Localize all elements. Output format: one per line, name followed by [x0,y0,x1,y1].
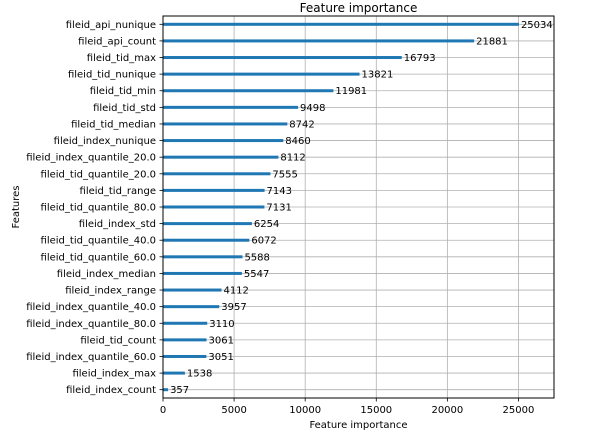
bar [163,39,475,43]
bar [163,172,271,176]
bar [163,122,288,126]
y-tick-label: fileid_index_quantile_40.0 [26,302,156,313]
bar-value-label: 8460 [285,136,310,147]
y-tick-label: fileid_tid_quantile_40.0 [41,236,156,247]
x-tick-label: 0 [160,405,166,416]
y-tick-label: fileid_index_quantile_60.0 [26,352,156,363]
y-tick-label: fileid_tid_quantile_60.0 [41,252,156,263]
value-labels-layer: 25034 21881 16793 13821 11981 9498 8742 8460 811… [170,20,553,396]
bar [163,271,242,275]
bar-value-label: 6254 [254,219,279,230]
y-tick-label: fileid_index_range [65,286,156,297]
bar [163,305,220,309]
x-tick-label: 20000 [431,405,463,416]
y-tick-label: fileid_tid_min [90,86,156,97]
y-tick-label: fileid_tid_quantile_80.0 [41,203,156,214]
bar [163,89,334,93]
bar [163,155,279,159]
bar-value-label: 357 [170,385,189,396]
bar [163,238,250,242]
bar-value-label: 3110 [209,319,234,330]
bar-value-label: 9498 [300,103,325,114]
bar-value-label: 5547 [244,269,269,280]
y-tick-label: fileid_index_quantile_20.0 [26,153,156,164]
x-tick-label: 15000 [360,405,392,416]
bar-value-label: 21881 [476,36,508,47]
bar [163,188,265,192]
bar-value-label: 7555 [272,169,297,180]
bar-value-label: 4112 [223,286,248,297]
y-tick-label: fileid_api_nunique [66,20,156,31]
y-tick-label: fileid_index_max [72,369,156,380]
bar [163,321,208,325]
x-tick-labels: 0 5000 10000 15000 20000 25000 [160,398,535,416]
bar-value-label: 11981 [335,86,367,97]
y-tick-label: fileid_index_nunique [54,136,156,147]
bar [163,105,299,109]
bar-value-label: 1538 [187,369,212,380]
y-tick-label: fileid_tid_count [80,335,156,346]
bar-value-label: 6072 [251,236,276,247]
y-tick-label: fileid_tid_quantile_20.0 [41,169,156,180]
bar-value-label: 3051 [208,352,233,363]
y-tick-label: fileid_index_count [66,385,156,396]
bar [163,139,284,143]
bar [163,22,519,26]
bar [163,56,402,60]
y-tick-label: fileid_tid_median [71,119,156,130]
bar-value-label: 7143 [267,186,292,197]
bar [163,371,185,375]
bar-value-label: 3061 [209,335,234,346]
x-tick-label: 25000 [503,405,535,416]
bar-value-label: 16793 [404,53,436,64]
bar [163,388,169,392]
x-tick-label: 10000 [289,405,321,416]
y-tick-label: fileid_tid_nunique [68,70,156,81]
bar-value-label: 13821 [362,70,394,81]
bar [163,255,243,259]
bar-value-label: 8112 [280,153,305,164]
bar [163,338,207,342]
x-axis-label: Feature importance [309,420,407,431]
y-tick-label: fileid_index_std [79,219,156,230]
bar [163,205,265,209]
y-tick-label: fileid_api_count [78,36,156,47]
bar-value-label: 25034 [521,20,553,31]
bar-value-label: 3957 [221,302,246,313]
bar-value-label: 7131 [266,203,291,214]
y-tick-label: fileid_index_median [57,269,156,280]
bars-layer [163,22,519,392]
plot-frame [162,15,555,399]
bar-value-label: 5588 [244,252,269,263]
y-tick-label: fileid_tid_max [87,53,156,64]
bar [163,72,360,76]
x-tick-label: 5000 [221,405,246,416]
bar [163,354,207,358]
y-tick-label: fileid_index_quantile_80.0 [26,319,156,330]
y-tick-label: fileid_tid_std [93,103,156,114]
bar [163,222,252,226]
bar [163,288,222,292]
chart-title: Feature importance [300,1,418,15]
y-axis-label: Features [11,186,22,229]
y-tick-labels: fileid_api_nunique fileid_api_countfileid… [26,20,163,396]
y-tick-label: fileid_tid_range [80,186,156,197]
bar-value-label: 8742 [289,119,314,130]
